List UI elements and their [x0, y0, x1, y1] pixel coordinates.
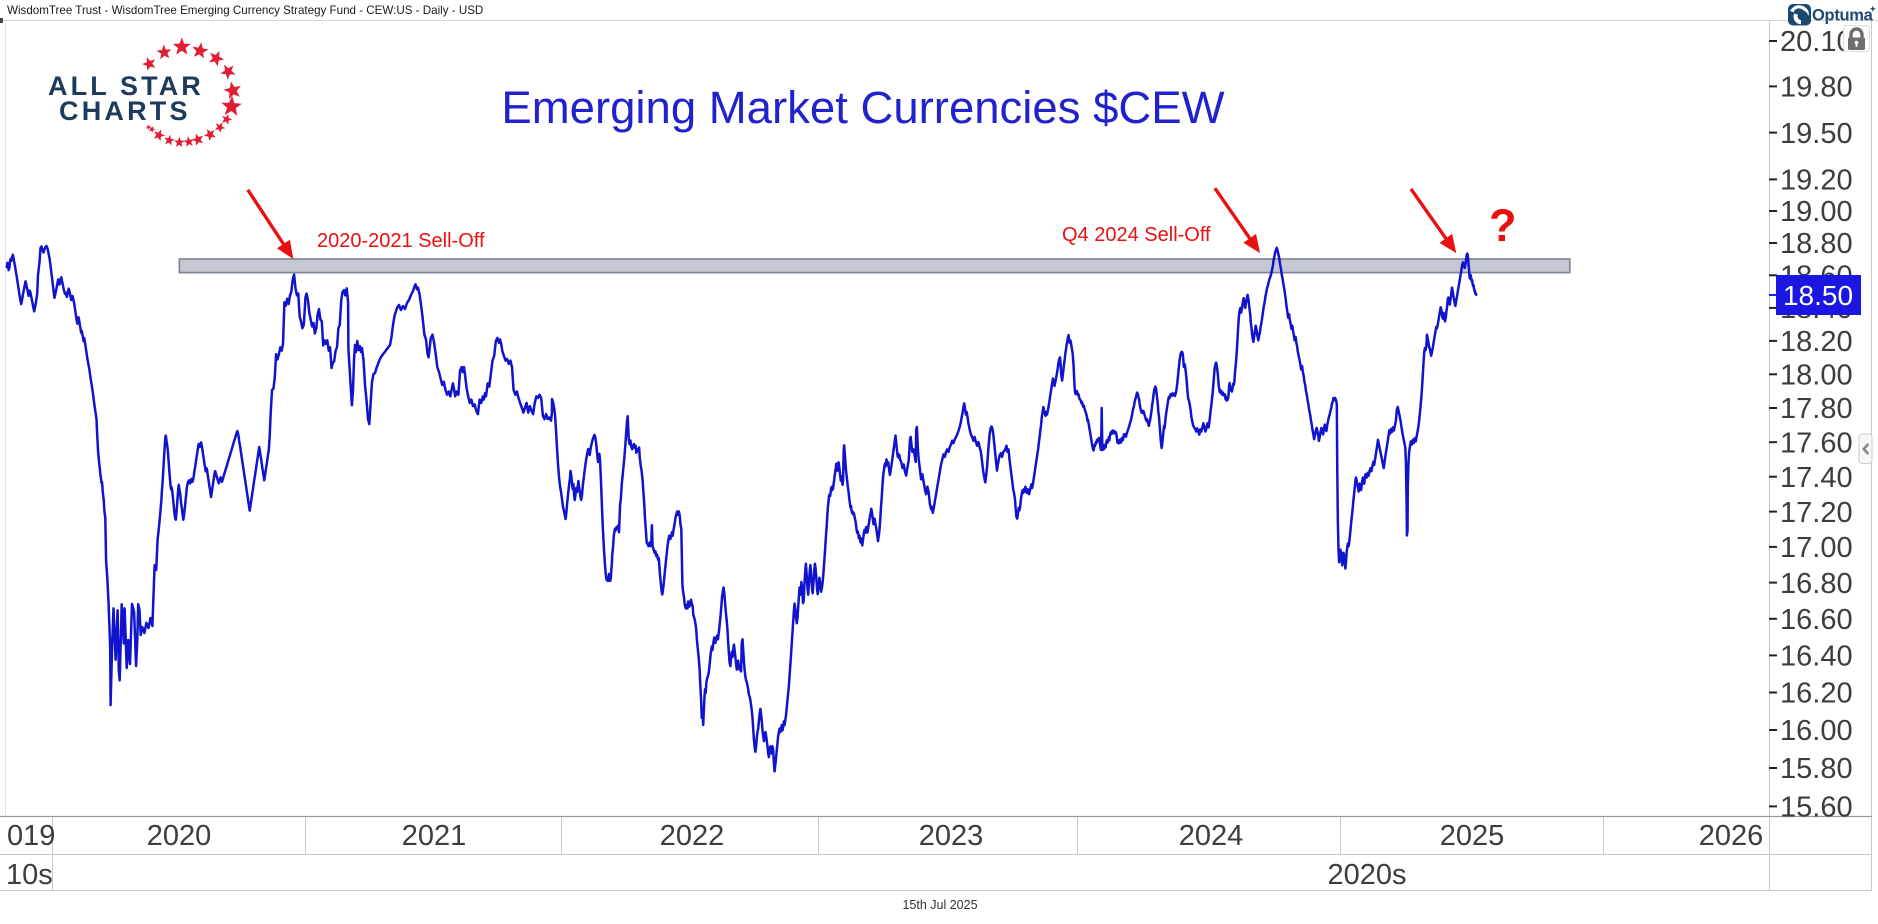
- svg-text:ALL STAR: ALL STAR: [48, 71, 203, 101]
- svg-text:17.60: 17.60: [1780, 427, 1853, 459]
- svg-text:2025: 2025: [1440, 820, 1505, 852]
- svg-text:2026: 2026: [1699, 820, 1764, 852]
- svg-text:2020: 2020: [147, 820, 212, 852]
- svg-text:17.40: 17.40: [1780, 462, 1853, 494]
- svg-text:WisdomTree Trust - WisdomTree: WisdomTree Trust - WisdomTree Emerging C…: [7, 4, 483, 17]
- svg-text:019: 019: [7, 820, 55, 852]
- svg-text:2021: 2021: [402, 820, 467, 852]
- svg-text:20.10: 20.10: [1780, 26, 1853, 58]
- svg-text:19.20: 19.20: [1780, 165, 1853, 197]
- svg-text:2023: 2023: [919, 820, 984, 852]
- svg-text:18.50: 18.50: [1783, 280, 1853, 311]
- svg-text:Optuma: Optuma: [1812, 7, 1874, 25]
- svg-text:17.20: 17.20: [1780, 497, 1853, 529]
- svg-text:16.60: 16.60: [1780, 604, 1853, 636]
- svg-text:Emerging Market Currencies $CE: Emerging Market Currencies $CEW: [501, 82, 1224, 133]
- svg-text:16.00: 16.00: [1780, 715, 1853, 747]
- svg-text:2020s: 2020s: [1327, 859, 1406, 891]
- svg-text:17.00: 17.00: [1780, 532, 1853, 564]
- svg-text:15th Jul 2025: 15th Jul 2025: [902, 898, 977, 912]
- svg-text:?: ?: [1489, 200, 1517, 251]
- svg-text:10s: 10s: [6, 859, 53, 891]
- svg-text:16.20: 16.20: [1780, 678, 1853, 710]
- svg-text:19.80: 19.80: [1780, 72, 1853, 104]
- svg-text:18.80: 18.80: [1780, 228, 1853, 260]
- svg-text:Q4 2024 Sell-Off: Q4 2024 Sell-Off: [1062, 224, 1211, 246]
- svg-text:2022: 2022: [660, 820, 725, 852]
- svg-text:CHARTS: CHARTS: [59, 96, 191, 126]
- svg-text:15.80: 15.80: [1780, 753, 1853, 785]
- svg-text:2020-2021 Sell-Off: 2020-2021 Sell-Off: [317, 230, 485, 252]
- svg-text:18.00: 18.00: [1780, 360, 1853, 392]
- svg-text:17.80: 17.80: [1780, 393, 1853, 425]
- svg-text:19.00: 19.00: [1780, 196, 1853, 228]
- svg-text:18.20: 18.20: [1780, 326, 1853, 358]
- svg-text:15.60: 15.60: [1780, 792, 1853, 824]
- svg-text:2024: 2024: [1179, 820, 1244, 852]
- svg-text:16.80: 16.80: [1780, 568, 1853, 600]
- svg-text:16.40: 16.40: [1780, 641, 1853, 673]
- svg-text:19.50: 19.50: [1780, 118, 1853, 150]
